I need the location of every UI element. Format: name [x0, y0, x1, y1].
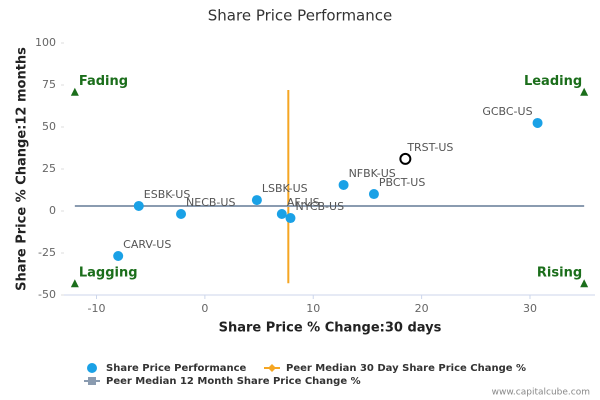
- quadrant-marker: [580, 279, 589, 288]
- point-label: TRST-US: [406, 141, 453, 154]
- y-tick-label: 50: [42, 120, 56, 133]
- watermark: www.capitalcube.com: [492, 388, 590, 398]
- legend-symbol: [88, 377, 96, 385]
- y-tick-label: 75: [42, 78, 56, 91]
- y-axis-title: Share Price % Change:12 months: [15, 47, 30, 291]
- legend-label: Peer Median 30 Day Share Price Change %: [286, 363, 526, 374]
- quadrant-label: Leading: [524, 74, 582, 89]
- legend-symbol: [268, 364, 276, 372]
- point-label: ESBK-US: [144, 188, 191, 201]
- point-label: GCBC-US: [482, 105, 532, 118]
- legend-label: Peer Median 12 Month Share Price Change …: [106, 376, 361, 387]
- quadrant-label: Fading: [79, 74, 128, 89]
- data-point: [368, 189, 379, 200]
- y-tick-label: 100: [35, 36, 56, 49]
- x-tick-label: 30: [523, 302, 537, 315]
- y-tick-label: 0: [49, 204, 56, 217]
- y-tick-label: -25: [38, 246, 56, 259]
- y-tick-label: 25: [42, 162, 56, 175]
- point-label: NYCB-US: [295, 200, 344, 213]
- quadrant-label: Lagging: [79, 266, 138, 281]
- quadrant-marker: [70, 279, 79, 288]
- legend-label: Share Price Performance: [106, 363, 247, 374]
- x-tick-label: 0: [201, 302, 208, 315]
- point-label: LSBK-US: [262, 182, 308, 195]
- point-label: NECB-US: [186, 196, 235, 209]
- x-axis-title: Share Price % Change:30 days: [219, 321, 442, 336]
- quadrant-marker: [70, 87, 79, 96]
- data-point: [399, 152, 412, 165]
- x-tick-label: 10: [306, 302, 320, 315]
- x-tick-label: 20: [415, 302, 429, 315]
- data-point: [338, 179, 349, 190]
- legend-symbol: [87, 363, 97, 373]
- point-label: CARV-US: [123, 238, 171, 251]
- quadrant-marker: [580, 87, 589, 96]
- data-point: [113, 251, 124, 262]
- point-label: PBCT-US: [379, 176, 425, 189]
- data-point: [285, 213, 296, 224]
- data-point: [276, 209, 287, 220]
- point-label: NFBK-US: [349, 167, 396, 180]
- data-point: [176, 209, 187, 220]
- x-tick-label: -10: [88, 302, 106, 315]
- chart-title: Share Price Performance: [208, 7, 392, 25]
- y-tick-label: -50: [38, 288, 56, 301]
- quadrant-label: Rising: [537, 266, 582, 281]
- data-point: [251, 195, 262, 206]
- point-label: AF-US: [287, 196, 320, 209]
- data-point: [532, 117, 543, 128]
- data-point: [133, 200, 144, 211]
